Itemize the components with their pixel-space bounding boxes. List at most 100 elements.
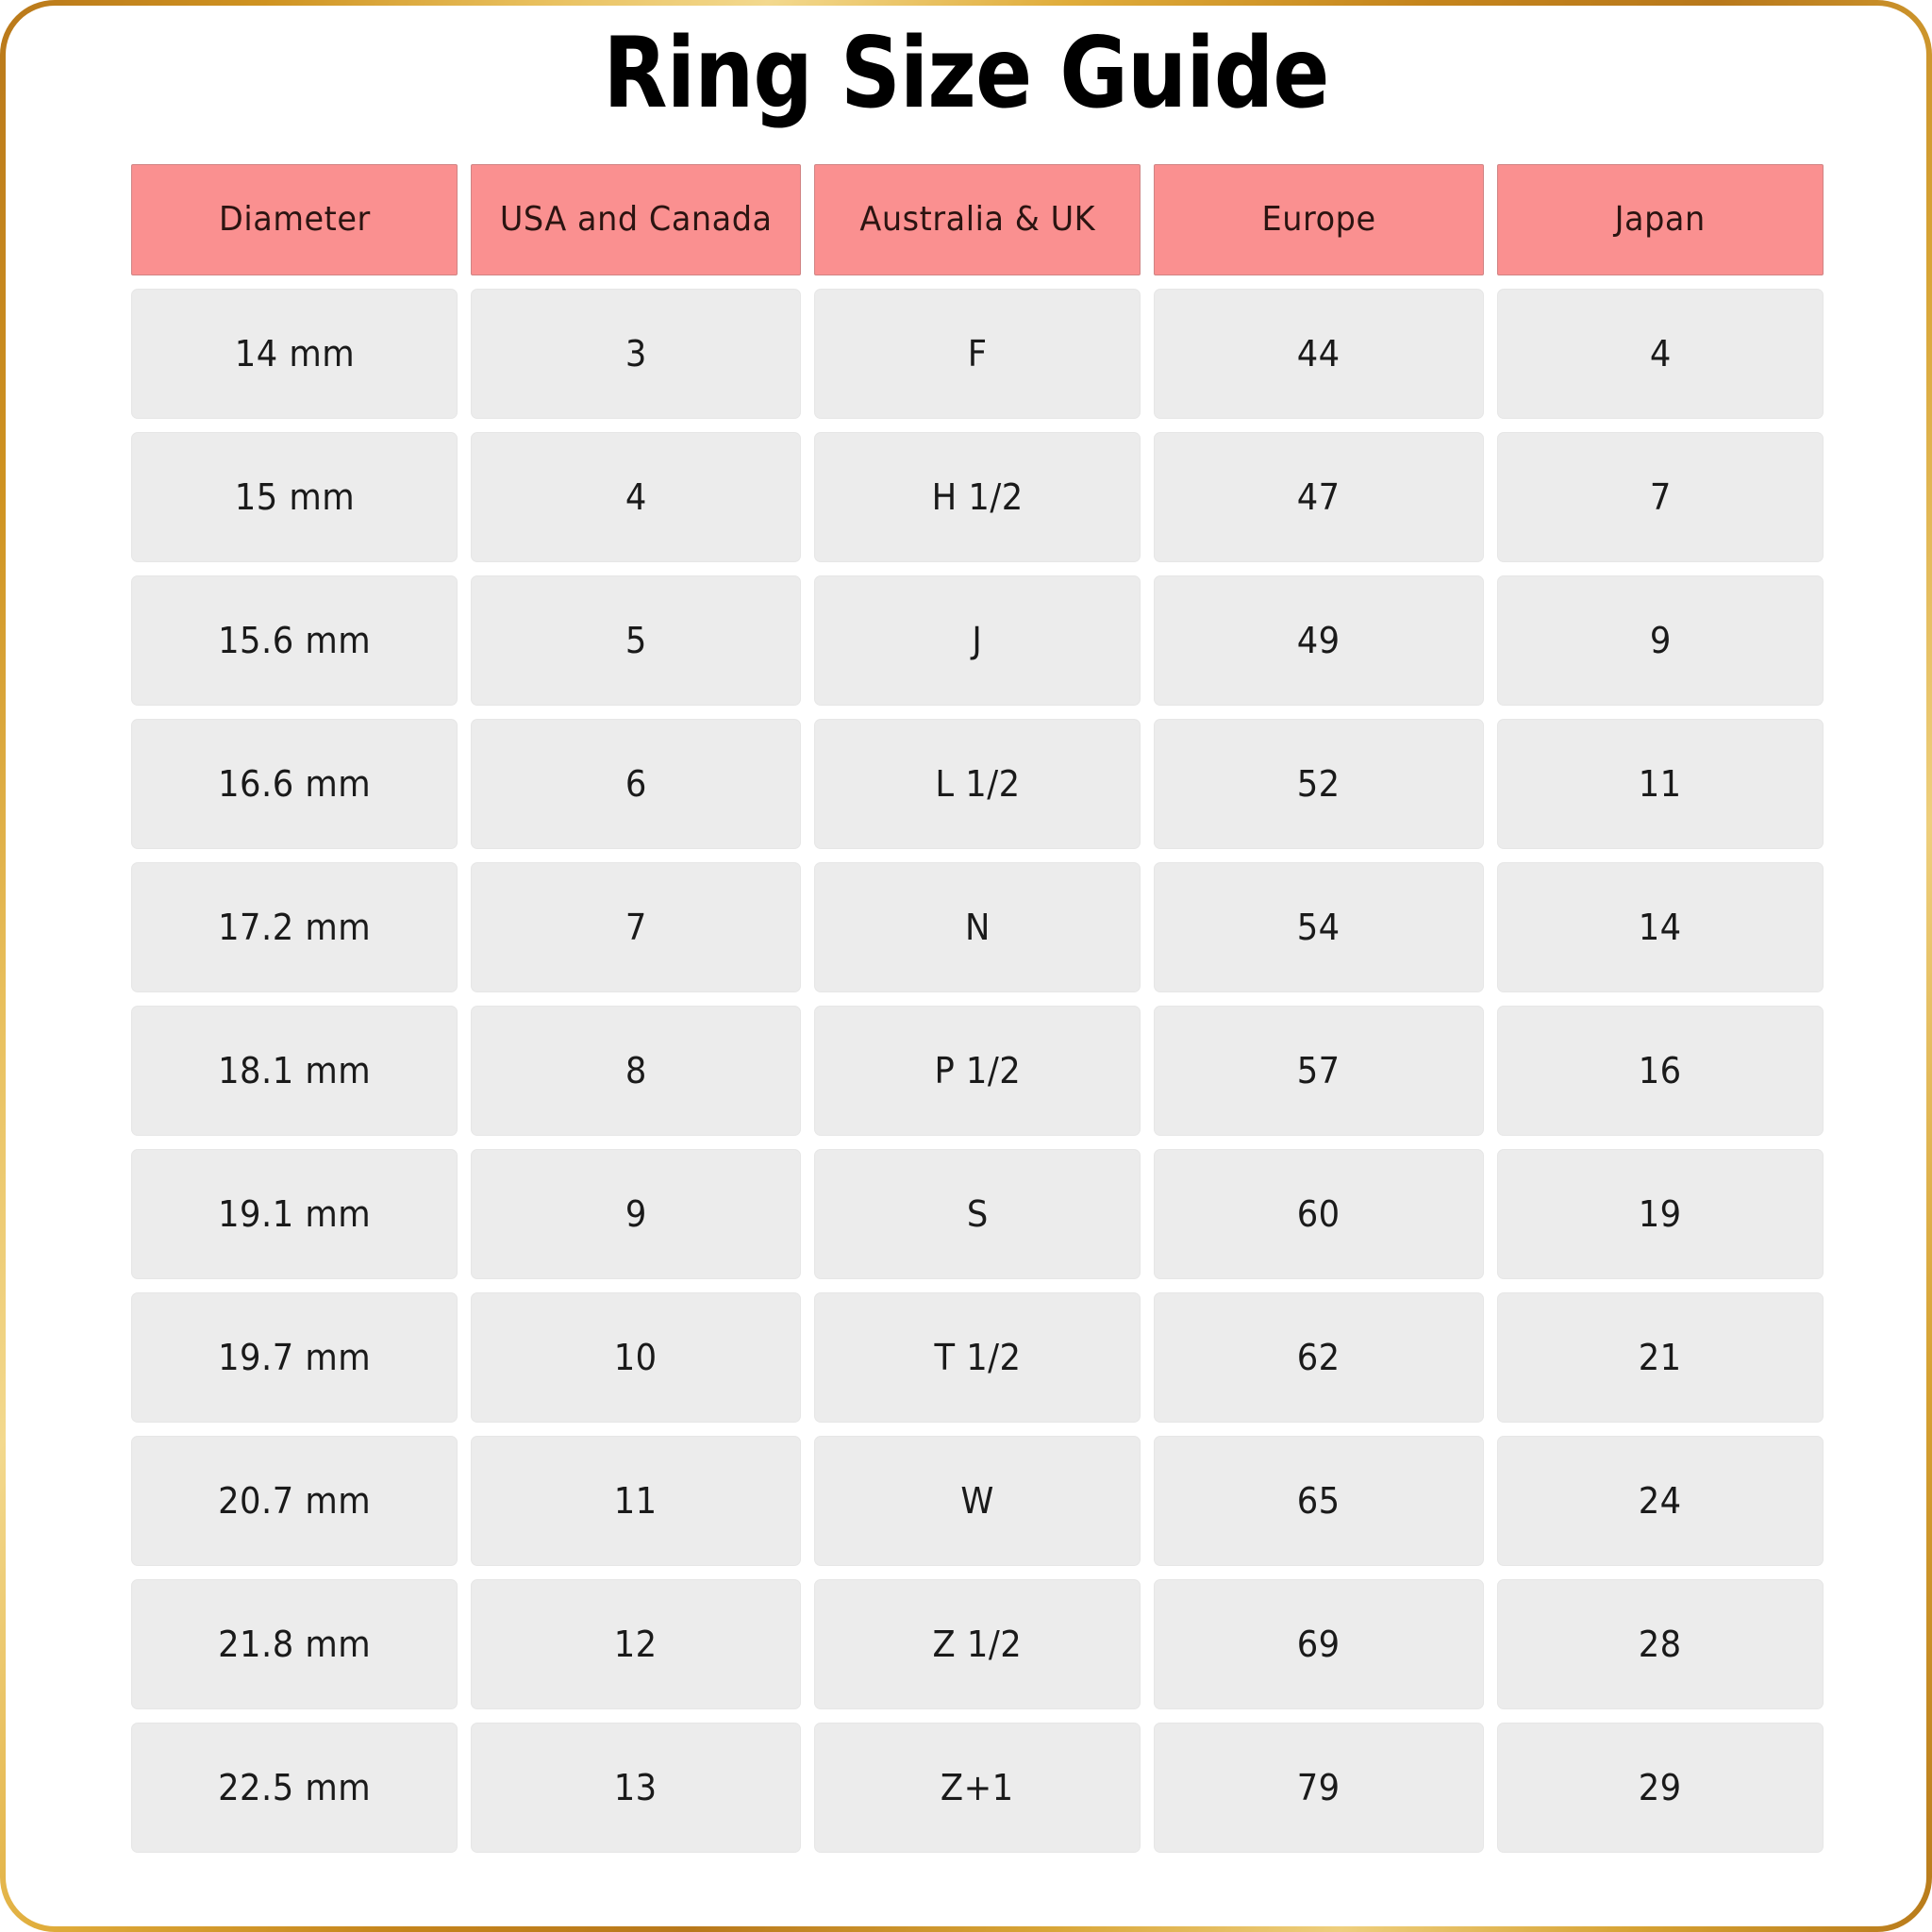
cell-australia-uk-value: J: [972, 620, 983, 661]
cell-usa-canada: 3: [471, 289, 801, 419]
cell-diameter-value: 20.7 mm: [217, 1480, 372, 1522]
table-body: 14 mm 3 F 44 4 15 mm 4 H 1/2 47 7 15.6 mm 5 J 49 9 16.6…: [131, 289, 1824, 1853]
cell-usa-canada: 11: [471, 1436, 801, 1566]
cell-usa-canada: 12: [471, 1579, 801, 1709]
cell-australia-uk-value: Z+1: [941, 1767, 1014, 1808]
column-header-australia-uk-label: Australia & UK: [859, 200, 1095, 239]
column-header-usa-canada-label: USA and Canada: [499, 200, 773, 239]
cell-diameter: 15 mm: [131, 432, 458, 562]
table-row: 20.7 mm 11 W 65 24: [131, 1436, 1824, 1566]
cell-japan: 16: [1497, 1006, 1824, 1136]
column-header-diameter: Diameter: [131, 164, 458, 275]
cell-japan: 7: [1497, 432, 1824, 562]
cell-europe-value: 69: [1297, 1624, 1341, 1665]
cell-europe: 44: [1154, 289, 1484, 419]
cell-australia-uk-value: L 1/2: [934, 763, 1021, 805]
cell-usa-canada-value: 10: [614, 1337, 658, 1378]
page-surface: Ring Size Guide Diameter USA and Canada …: [6, 6, 1926, 1926]
column-header-usa-canada: USA and Canada: [471, 164, 801, 275]
cell-japan: 14: [1497, 862, 1824, 992]
cell-japan-value: 4: [1649, 333, 1672, 375]
cell-australia-uk-value: H 1/2: [931, 476, 1024, 518]
cell-diameter: 14 mm: [131, 289, 458, 419]
cell-europe: 60: [1154, 1149, 1484, 1279]
cell-australia-uk: S: [814, 1149, 1141, 1279]
cell-australia-uk: H 1/2: [814, 432, 1141, 562]
cell-diameter-value: 17.2 mm: [217, 907, 372, 948]
table-row: 15.6 mm 5 J 49 9: [131, 575, 1824, 706]
cell-europe-value: 47: [1297, 476, 1341, 518]
column-header-japan: Japan: [1497, 164, 1824, 275]
cell-diameter: 17.2 mm: [131, 862, 458, 992]
cell-australia-uk-value: S: [966, 1193, 989, 1235]
cell-australia-uk-value: F: [967, 333, 988, 375]
cell-europe-value: 49: [1297, 620, 1341, 661]
cell-japan-value: 21: [1639, 1337, 1682, 1378]
ring-size-table: Diameter USA and Canada Australia & UK E…: [118, 151, 1837, 1866]
cell-australia-uk: J: [814, 575, 1141, 706]
cell-australia-uk: F: [814, 289, 1141, 419]
cell-usa-canada: 4: [471, 432, 801, 562]
table-row: 18.1 mm 8 P 1/2 57 16: [131, 1006, 1824, 1136]
table-row: 19.7 mm 10 T 1/2 62 21: [131, 1292, 1824, 1423]
cell-europe-value: 44: [1297, 333, 1341, 375]
cell-usa-canada: 10: [471, 1292, 801, 1423]
cell-diameter: 21.8 mm: [131, 1579, 458, 1709]
cell-japan-value: 28: [1639, 1624, 1682, 1665]
cell-japan: 28: [1497, 1579, 1824, 1709]
cell-usa-canada-value: 12: [614, 1624, 658, 1665]
cell-europe-value: 79: [1297, 1767, 1341, 1808]
cell-japan: 4: [1497, 289, 1824, 419]
cell-diameter: 20.7 mm: [131, 1436, 458, 1566]
cell-japan: 11: [1497, 719, 1824, 849]
cell-usa-canada: 8: [471, 1006, 801, 1136]
cell-japan: 29: [1497, 1723, 1824, 1853]
table-row: 16.6 mm 6 L 1/2 52 11: [131, 719, 1824, 849]
column-header-europe: Europe: [1154, 164, 1484, 275]
cell-usa-canada: 9: [471, 1149, 801, 1279]
cell-diameter: 15.6 mm: [131, 575, 458, 706]
cell-usa-canada-value: 4: [625, 476, 647, 518]
cell-australia-uk: Z+1: [814, 1723, 1141, 1853]
table-row: 15 mm 4 H 1/2 47 7: [131, 432, 1824, 562]
cell-australia-uk-value: T 1/2: [933, 1337, 1022, 1378]
cell-usa-canada-value: 9: [625, 1193, 647, 1235]
cell-europe: 65: [1154, 1436, 1484, 1566]
cell-diameter-value: 19.7 mm: [217, 1337, 372, 1378]
cell-japan: 9: [1497, 575, 1824, 706]
cell-europe-value: 60: [1297, 1193, 1341, 1235]
cell-europe: 54: [1154, 862, 1484, 992]
cell-japan-value: 16: [1639, 1050, 1682, 1091]
cell-usa-canada-value: 6: [625, 763, 647, 805]
cell-europe-value: 62: [1297, 1337, 1341, 1378]
table-header-row: Diameter USA and Canada Australia & UK E…: [131, 164, 1824, 275]
cell-australia-uk-value: W: [960, 1480, 994, 1522]
cell-europe: 52: [1154, 719, 1484, 849]
cell-usa-canada: 13: [471, 1723, 801, 1853]
cell-usa-canada-value: 11: [614, 1480, 658, 1522]
cell-australia-uk-value: N: [964, 907, 991, 948]
cell-japan: 19: [1497, 1149, 1824, 1279]
cell-diameter-value: 14 mm: [234, 333, 355, 375]
cell-europe: 47: [1154, 432, 1484, 562]
cell-australia-uk: P 1/2: [814, 1006, 1141, 1136]
cell-europe: 49: [1154, 575, 1484, 706]
cell-usa-canada-value: 8: [625, 1050, 647, 1091]
column-header-europe-label: Europe: [1261, 200, 1376, 239]
table-header: Diameter USA and Canada Australia & UK E…: [131, 164, 1824, 275]
cell-japan-value: 19: [1639, 1193, 1682, 1235]
cell-usa-canada: 7: [471, 862, 801, 992]
cell-europe-value: 54: [1297, 907, 1341, 948]
cell-usa-canada: 5: [471, 575, 801, 706]
cell-australia-uk-value: P 1/2: [934, 1050, 1021, 1091]
cell-europe-value: 52: [1297, 763, 1341, 805]
cell-japan-value: 24: [1639, 1480, 1682, 1522]
cell-usa-canada-value: 13: [614, 1767, 658, 1808]
cell-japan-value: 29: [1639, 1767, 1682, 1808]
cell-australia-uk: L 1/2: [814, 719, 1141, 849]
cell-diameter-value: 18.1 mm: [217, 1050, 372, 1091]
cell-japan-value: 11: [1639, 763, 1682, 805]
cell-japan: 24: [1497, 1436, 1824, 1566]
cell-usa-canada-value: 3: [625, 333, 647, 375]
cell-usa-canada-value: 7: [625, 907, 647, 948]
